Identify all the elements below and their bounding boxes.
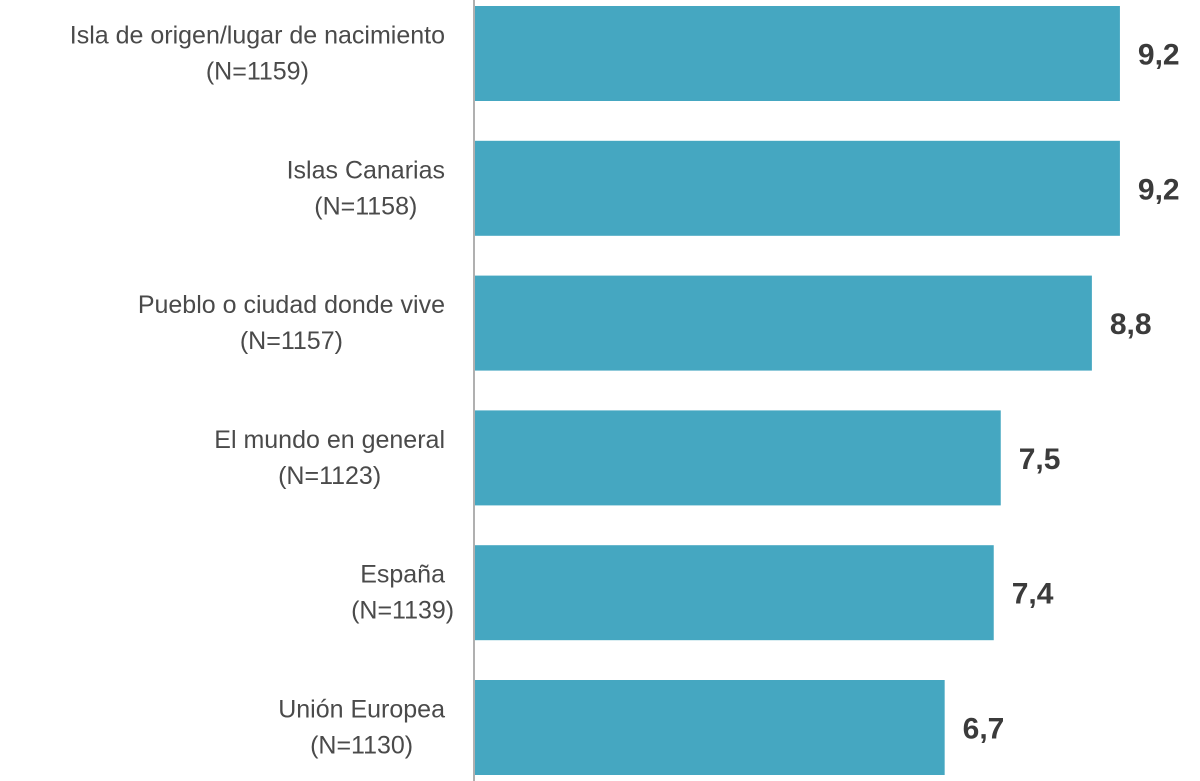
- category-label: Isla de origen/lugar de nacimiento: [70, 22, 445, 50]
- labels-group: Isla de origen/lugar de nacimiento (N=115…: [70, 22, 1180, 760]
- bar: [475, 140, 1120, 236]
- data-label: 9,2: [1138, 39, 1180, 72]
- bars-group: [475, 6, 1120, 775]
- data-label: 9,2: [1138, 173, 1180, 206]
- bar: [475, 680, 945, 775]
- category-label: Unión Europea: [278, 696, 445, 724]
- sample-size-label: (N=1159): [206, 58, 309, 86]
- bar: [475, 545, 994, 641]
- category-label: El mundo en general: [214, 426, 445, 454]
- data-label: 6,7: [963, 713, 1005, 746]
- sample-size-label: (N=1139): [351, 597, 454, 625]
- sample-size-label: (N=1130): [310, 732, 413, 760]
- category-label: España: [360, 561, 445, 589]
- bar: [475, 410, 1001, 506]
- data-label: 8,8: [1110, 308, 1152, 341]
- data-label: 7,5: [1019, 443, 1061, 476]
- sample-size-label: (N=1123): [278, 462, 381, 490]
- category-label: Pueblo o ciudad donde vive: [138, 291, 445, 319]
- sample-size-label: (N=1157): [240, 327, 343, 355]
- bar: [475, 6, 1120, 101]
- bar: [475, 275, 1092, 371]
- data-label: 7,4: [1012, 578, 1054, 611]
- category-label: Islas Canarias: [287, 156, 445, 184]
- sample-size-label: (N=1158): [314, 192, 417, 220]
